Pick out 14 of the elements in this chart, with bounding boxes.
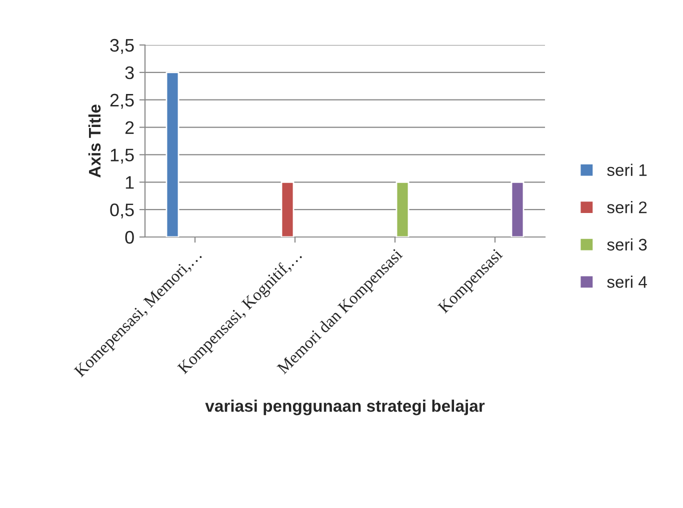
legend-label: seri 4: [607, 276, 647, 288]
y-tick-label: 3: [125, 66, 134, 80]
legend-label: seri 1: [607, 164, 647, 176]
legend-label: seri 2: [607, 201, 647, 214]
y-tick-label: 0,5: [110, 204, 134, 218]
y-tick-label: 2: [125, 121, 134, 134]
y-tick-label: 1,5: [110, 148, 134, 164]
legend-label: seri 3: [607, 238, 647, 251]
x-axis-title: variasi penggunaan strategi belajar: [205, 400, 485, 416]
y-tick-label: 3,5: [110, 38, 134, 54]
y-tick-label: 1: [126, 176, 134, 189]
y-tick-label: 0: [125, 230, 134, 244]
y-tick-label: 2,5: [110, 94, 134, 109]
y-axis-title: Axis Title: [88, 104, 101, 178]
